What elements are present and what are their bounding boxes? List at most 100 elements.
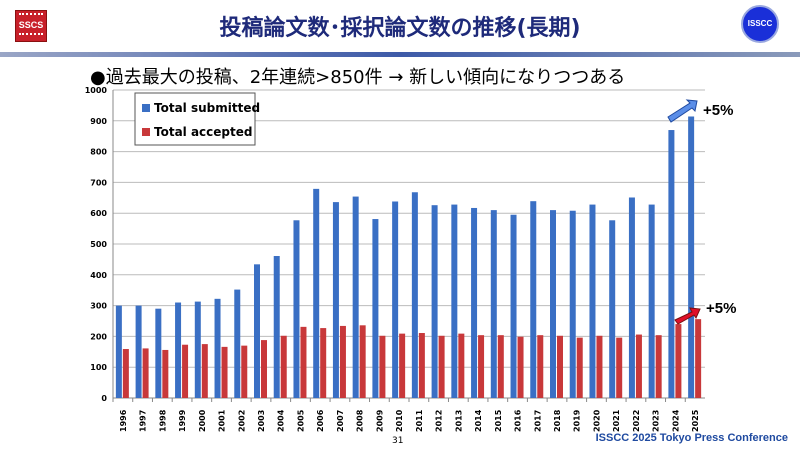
accepted-bar-2023 <box>655 335 662 398</box>
submitted-bar-2017 <box>530 201 537 398</box>
y-tick-label: 600 <box>90 209 107 218</box>
accepted-bar-2010 <box>399 333 406 398</box>
submitted-bar-2013 <box>451 204 458 398</box>
bars <box>115 116 702 399</box>
x-tick-label: 2018 <box>553 409 562 432</box>
title-divider <box>0 52 800 57</box>
submitted-bar-2024 <box>668 130 675 399</box>
y-tick-label: 100 <box>90 363 107 372</box>
submitted-bar-2016 <box>510 214 517 398</box>
y-tick-label: 0 <box>101 394 107 403</box>
submitted-bar-2001 <box>214 298 221 398</box>
accepted-bar-2017 <box>537 335 544 398</box>
accepted-bar-2008 <box>359 325 366 398</box>
x-tick-label: 2010 <box>395 409 404 432</box>
x-tick-label: 1996 <box>119 409 128 432</box>
submitted-bar-2009 <box>372 219 379 398</box>
accepted-bar-2007 <box>339 325 346 398</box>
accepted-bar-2009 <box>379 335 386 398</box>
x-tick-label: 2005 <box>296 409 305 432</box>
accepted-growth-arrow <box>674 307 701 325</box>
submitted-bar-2012 <box>431 205 438 398</box>
x-tick-label: 2003 <box>257 410 266 432</box>
y-tick-label: 900 <box>90 117 107 126</box>
accepted-bar-2013 <box>458 333 465 398</box>
sscs-logo: SSCS <box>15 10 47 42</box>
legend: Total submitted Total accepted <box>134 92 260 146</box>
submitted-bar-2011 <box>411 192 418 398</box>
x-tick-label: 1997 <box>139 410 148 432</box>
x-tick-label: 2014 <box>474 409 483 432</box>
y-tick-label: 500 <box>90 240 107 249</box>
accepted-bar-2011 <box>418 333 425 398</box>
accepted-bar-2021 <box>616 337 623 398</box>
submitted-bar-1998 <box>155 308 162 398</box>
accepted-bar-2015 <box>497 335 504 398</box>
x-tick-label: 2022 <box>632 410 641 432</box>
accepted-bar-2006 <box>320 328 327 398</box>
submitted-bar-2003 <box>254 264 260 398</box>
submitted-growth-label: +5% <box>703 102 734 119</box>
accepted-bar-2019 <box>576 337 583 398</box>
accepted-bar-2004 <box>280 335 287 398</box>
legend-swatch-submitted <box>142 104 150 112</box>
submitted-bar-2000 <box>194 301 201 398</box>
accepted-bar-2018 <box>557 335 563 398</box>
x-tick-label: 2000 <box>198 409 207 432</box>
accepted-bar-2002 <box>241 345 248 398</box>
x-tick-label: 2004 <box>277 409 286 432</box>
x-tick-label: 2015 <box>494 409 503 432</box>
x-tick-label: 1999 <box>178 409 187 432</box>
legend-swatch-accepted <box>142 128 150 136</box>
legend-box <box>134 92 256 146</box>
submitted-bar-2019 <box>569 210 576 398</box>
x-tick-labels: 1996 1997 1998 1999 2000 2001 2002 2003 2004 2005… <box>119 409 700 432</box>
submitted-bar-2006 <box>313 188 320 398</box>
x-tick-label: 2006 <box>316 409 325 432</box>
submitted-bar-2020 <box>589 204 596 398</box>
x-tick-label: 2025 <box>691 409 700 432</box>
x-tick-label: 2021 <box>612 409 621 432</box>
x-tick-label: 2001 <box>218 409 227 432</box>
accepted-growth-label: +5% <box>706 300 737 317</box>
isscc-logo: ISSCC <box>741 5 779 43</box>
submitted-bar-1997 <box>135 305 142 398</box>
gridlines <box>112 89 705 402</box>
x-tick-label: 2013 <box>454 410 463 432</box>
bullet-text: ●過去最大の投稿、2年連続>850件 → 新しい傾向になりつつある <box>90 67 626 88</box>
page-title: 投稿論文数･採択論文数の推移(長期) <box>219 16 581 41</box>
page-number: 31 <box>392 436 404 446</box>
accepted-bar-2014 <box>478 335 485 398</box>
x-tick-label: 2023 <box>652 410 661 432</box>
y-tick-label: 300 <box>90 302 107 311</box>
y-tick-labels: 0 100 200 300 400 500 600 700 800 900 1000 <box>85 86 108 403</box>
accepted-bar-2012 <box>438 335 445 398</box>
accepted-bar-2016 <box>517 336 524 398</box>
accepted-bar-2025 <box>695 319 702 398</box>
y-tick-label: 200 <box>90 332 107 341</box>
submitted-bar-2023 <box>648 204 655 398</box>
submitted-bar-2025 <box>688 116 695 398</box>
x-tick-label: 2002 <box>237 410 246 432</box>
x-tick-label: 2012 <box>435 410 444 432</box>
x-tick-label: 2020 <box>592 409 601 432</box>
footer-conference: ISSCC 2025 Tokyo Press Conference <box>595 432 788 444</box>
submitted-bar-2008 <box>352 196 359 398</box>
accepted-bar-1998 <box>162 349 169 398</box>
y-tick-label: 1000 <box>85 86 108 95</box>
submitted-bar-2021 <box>609 220 616 398</box>
submitted-bar-1996 <box>115 305 122 398</box>
accepted-bar-2022 <box>635 334 642 398</box>
x-tick-label: 2024 <box>671 409 680 432</box>
accepted-bar-2005 <box>300 326 307 398</box>
submitted-bar-2007 <box>332 202 339 398</box>
submitted-bar-2005 <box>293 220 300 398</box>
submitted-bar-2022 <box>628 197 635 398</box>
x-tick-label: 2007 <box>336 410 345 432</box>
y-tick-label: 700 <box>90 178 107 187</box>
x-tick-label: 2017 <box>533 410 542 432</box>
submitted-bar-2014 <box>471 207 478 398</box>
x-tick-label: 2009 <box>375 409 384 432</box>
